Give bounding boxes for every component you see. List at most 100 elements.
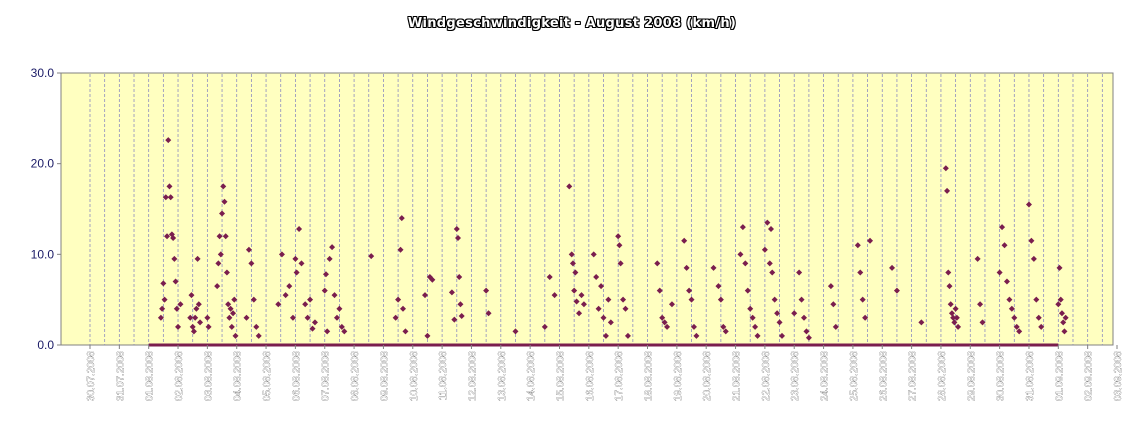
data-point	[742, 260, 749, 267]
data-point	[336, 305, 343, 312]
data-point	[448, 289, 455, 296]
data-point	[1016, 328, 1023, 335]
x-axis: 30.07.2008 31.07.2008 01.08.2008 02.08.2008…	[86, 345, 1124, 401]
data-point	[275, 301, 282, 308]
x-tick-label: 13.08.2008	[497, 351, 508, 401]
x-tick-label: 23.08.2008	[790, 351, 801, 401]
data-point	[188, 292, 195, 299]
x-tick-label: 26.08.2008	[878, 351, 889, 401]
data-point	[1062, 314, 1069, 321]
data-point	[580, 301, 587, 308]
data-point	[217, 251, 224, 258]
data-point	[296, 225, 303, 232]
data-point	[688, 296, 695, 303]
data-point	[624, 332, 631, 339]
data-point	[338, 323, 345, 330]
data-point	[331, 292, 338, 299]
data-point	[167, 194, 174, 201]
data-point	[659, 314, 666, 321]
x-tick-label: 14.08.2008	[526, 351, 537, 401]
data-point	[483, 287, 490, 294]
data-point	[205, 323, 212, 330]
data-point	[227, 305, 234, 312]
x-tick-label: 01.09.2008	[1054, 351, 1065, 401]
data-point	[974, 255, 981, 262]
data-point	[278, 251, 285, 258]
data-point	[805, 334, 812, 341]
x-tick-label: 08.08.2008	[350, 351, 361, 401]
data-point	[1058, 310, 1065, 317]
data-point	[1025, 201, 1032, 208]
data-point	[747, 305, 754, 312]
x-tick-label: 06.08.2008	[291, 351, 302, 401]
data-point	[722, 328, 729, 335]
data-point	[571, 287, 578, 294]
data-point	[189, 323, 196, 330]
data-point	[918, 319, 925, 326]
data-point	[245, 246, 252, 253]
data-point	[1035, 314, 1042, 321]
data-point	[286, 283, 293, 290]
data-point	[827, 283, 834, 290]
data-point	[656, 287, 663, 294]
data-point	[165, 137, 172, 144]
data-point	[421, 292, 428, 299]
data-point	[1056, 264, 1063, 271]
data-point	[226, 314, 233, 321]
x-tick-label: 27.08.2008	[908, 351, 919, 401]
data-point	[397, 246, 404, 253]
data-point	[326, 255, 333, 262]
plot-area	[60, 72, 1114, 346]
data-point	[160, 280, 167, 287]
data-point	[942, 165, 949, 172]
x-tick-label: 03.09.2008	[1113, 351, 1124, 401]
data-point	[999, 224, 1006, 231]
data-point	[710, 264, 717, 271]
data-point	[749, 314, 756, 321]
data-point	[232, 332, 239, 339]
data-point	[223, 269, 230, 276]
data-point	[215, 260, 222, 267]
data-point	[1055, 301, 1062, 308]
data-point	[1060, 319, 1067, 326]
y-tick-label: 10.0	[31, 247, 55, 261]
data-point	[321, 287, 328, 294]
data-point	[761, 246, 768, 253]
data-point	[177, 301, 184, 308]
data-point	[193, 305, 200, 312]
x-tick-label: 05.08.2008	[262, 351, 273, 401]
data-point	[578, 292, 585, 299]
data-point	[600, 314, 607, 321]
x-tick-label: 30.07.2008	[86, 351, 97, 401]
data-point	[398, 215, 405, 222]
x-tick-label: 31.08.2008	[1025, 351, 1036, 401]
x-tick-label: 25.08.2008	[849, 351, 860, 401]
data-point	[172, 278, 179, 285]
data-point	[857, 269, 864, 276]
data-point	[595, 305, 602, 312]
data-point	[952, 305, 959, 312]
data-point	[164, 233, 171, 240]
data-point	[566, 183, 573, 190]
x-tick-label: 28.08.2008	[937, 351, 948, 401]
data-point	[304, 314, 311, 321]
data-point	[292, 255, 299, 262]
data-point	[395, 296, 402, 303]
data-point	[541, 323, 548, 330]
data-point	[166, 183, 173, 190]
data-point	[190, 328, 197, 335]
data-point	[1006, 296, 1013, 303]
data-point	[1028, 237, 1035, 244]
data-point	[661, 319, 668, 326]
data-point	[219, 210, 226, 217]
data-point	[681, 237, 688, 244]
data-point	[171, 255, 178, 262]
data-point	[791, 310, 798, 317]
data-point	[737, 251, 744, 258]
data-point	[222, 233, 229, 240]
data-point	[605, 296, 612, 303]
data-point	[289, 314, 296, 321]
data-point	[948, 310, 955, 317]
data-point	[766, 260, 773, 267]
